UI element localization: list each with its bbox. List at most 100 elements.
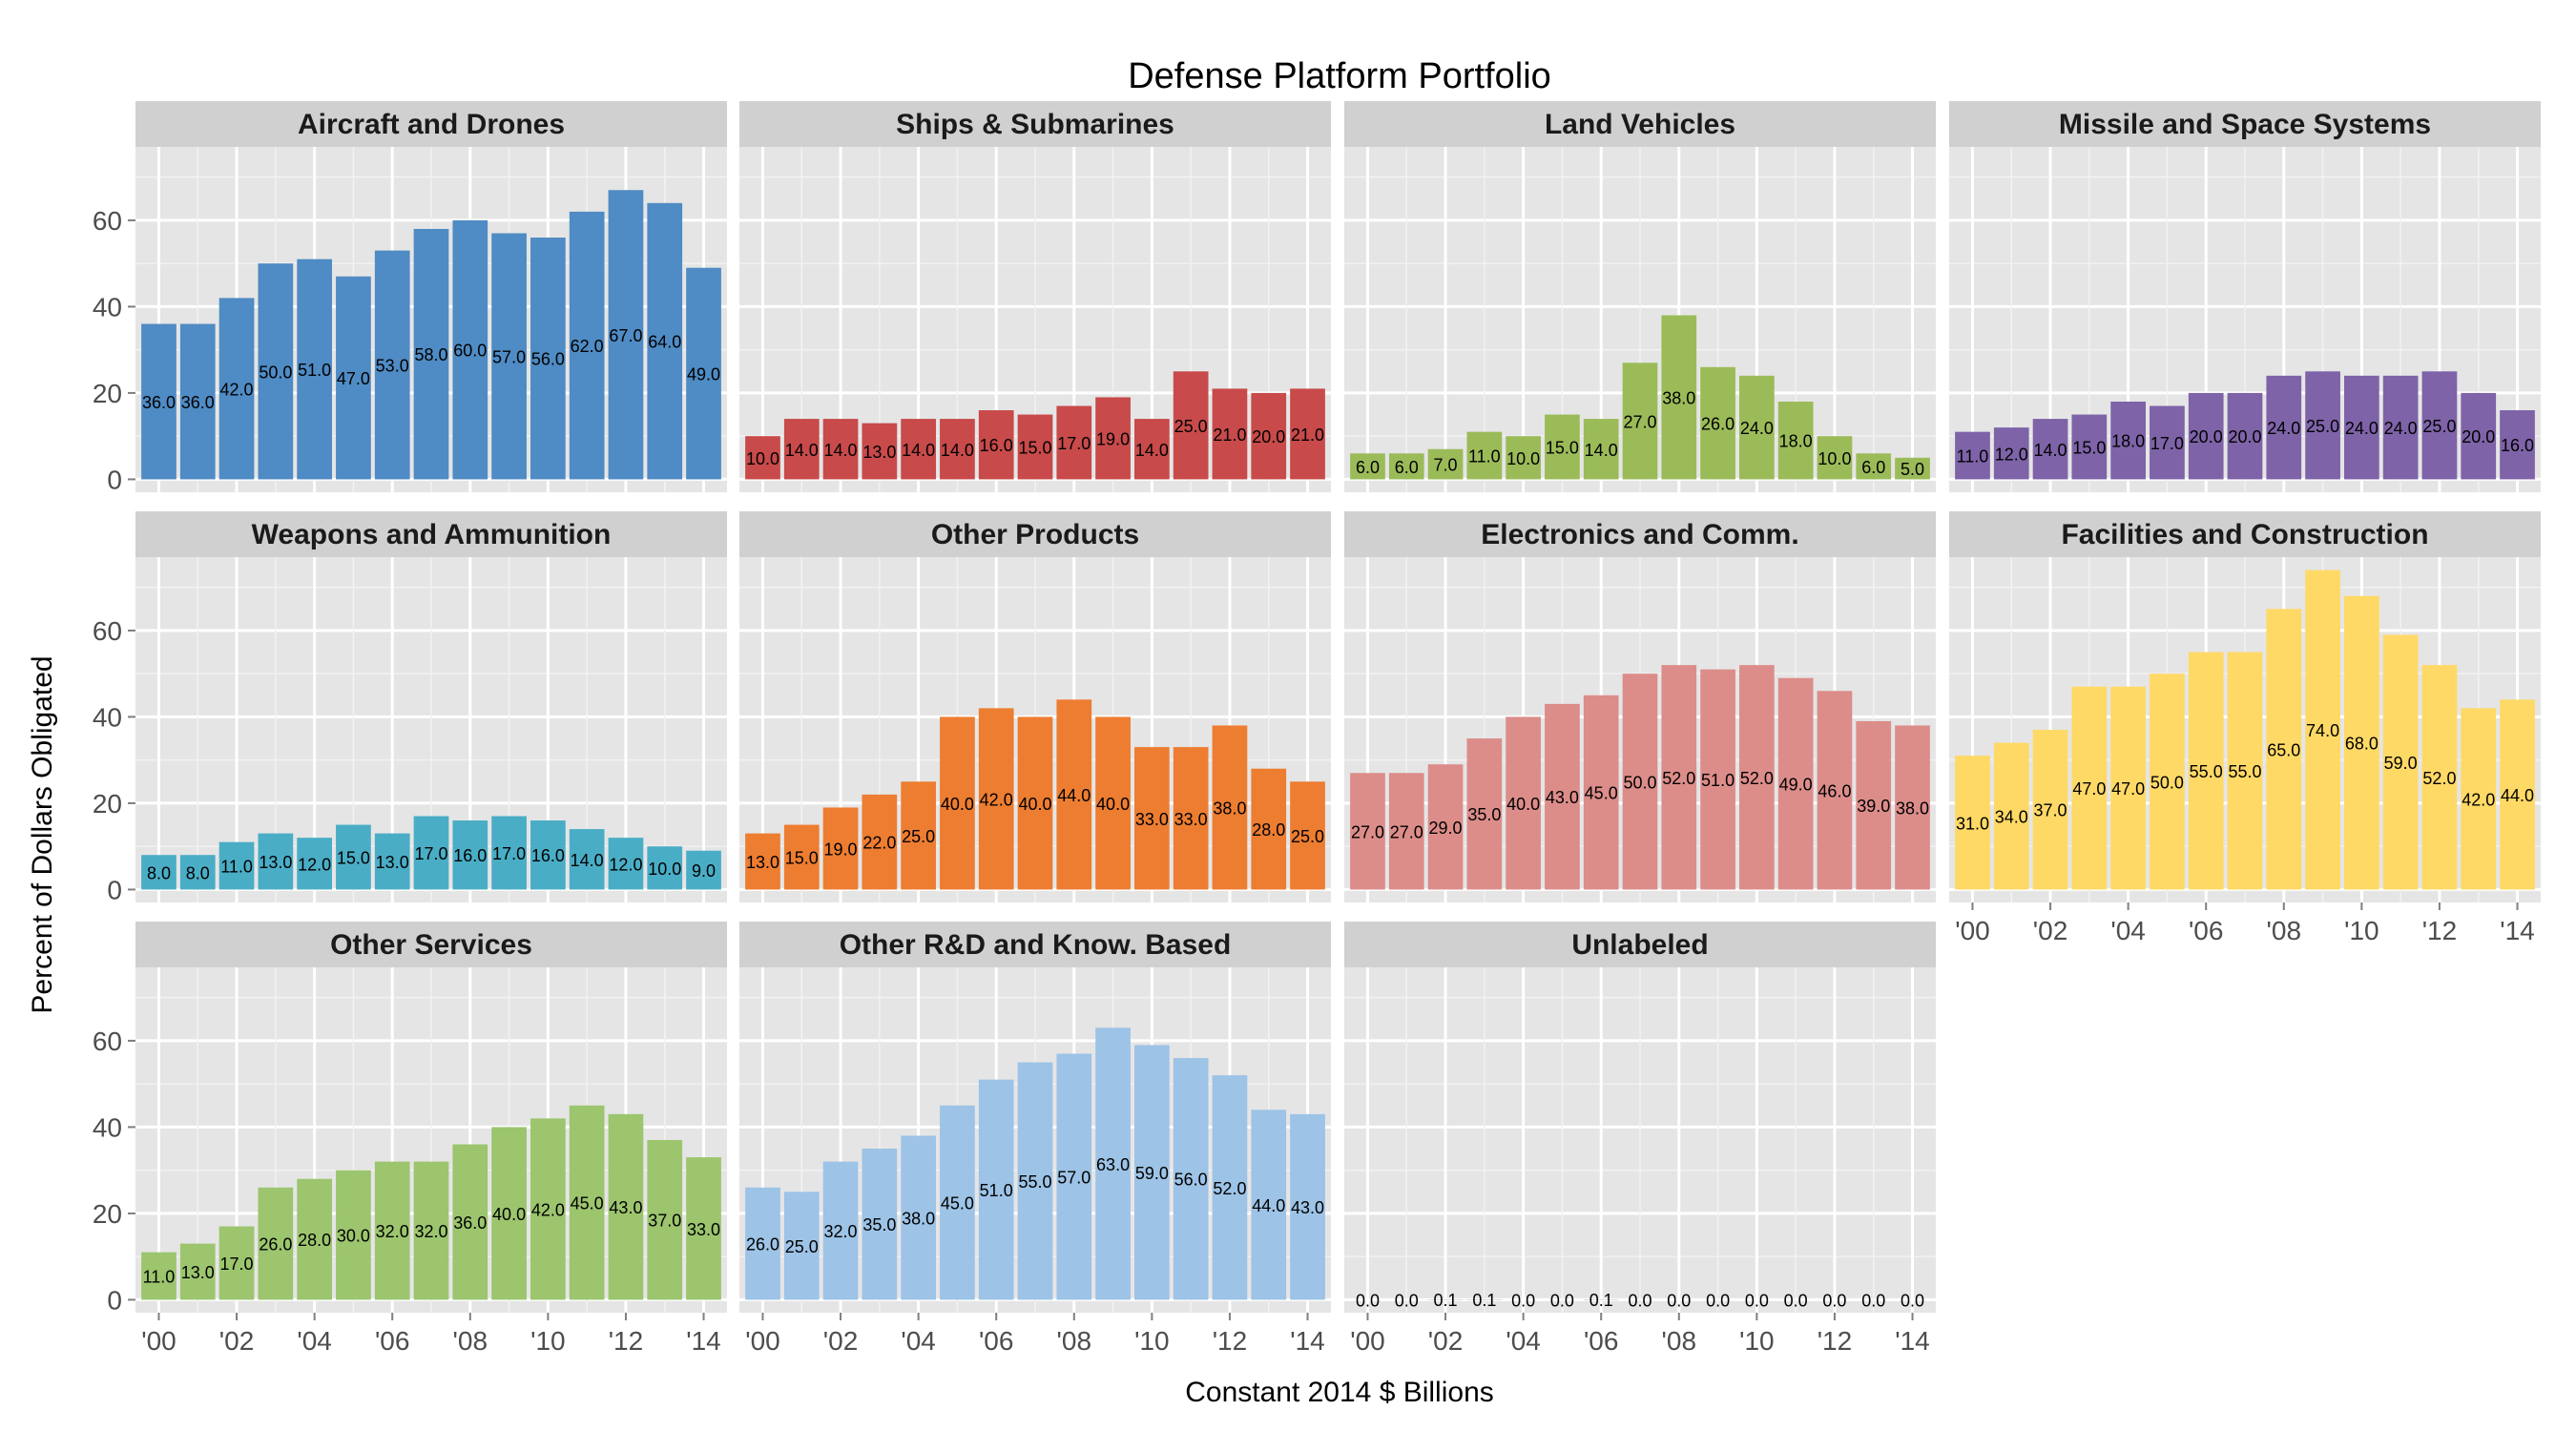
bar: [258, 1187, 294, 1300]
data-label: 67.0: [609, 326, 642, 345]
data-label: 30.0: [337, 1227, 370, 1246]
data-label: 43.0: [1291, 1198, 1324, 1217]
x-tick-label: '10: [1134, 1326, 1170, 1356]
data-label: 50.0: [1623, 773, 1656, 792]
facet-strip: [135, 511, 727, 557]
x-tick-label: '04: [1506, 1326, 1541, 1356]
data-label: 26.0: [746, 1235, 779, 1255]
bar: [1056, 699, 1092, 890]
bar: [2032, 419, 2068, 480]
data-label: 29.0: [1429, 819, 1463, 838]
facet-panel: Unlabeled 0.0 0.0 0.1 0.1 0.0 0.0 0.1 0.0 0.0 0.0 0…: [1344, 922, 1936, 1356]
bar: [1212, 725, 1248, 890]
data-label: 10.0: [648, 860, 681, 879]
data-label: 32.0: [376, 1222, 409, 1241]
facet-panel: Electronics and Comm. 27.0 27.0 29.035.0 40.…: [1344, 511, 1936, 902]
data-label: 42.0: [2462, 790, 2495, 809]
data-label: 11.0: [143, 1268, 176, 1287]
bar: [2150, 674, 2185, 890]
bar: [1739, 375, 1775, 480]
facet-strip-label: Aircraft and Drones: [298, 109, 565, 140]
data-label: 14.0: [1135, 441, 1169, 460]
y-tick-label: 60: [93, 1027, 122, 1056]
bar: [2500, 699, 2535, 890]
x-tick-label: '06: [979, 1326, 1014, 1356]
bar: [336, 276, 371, 480]
bar: [2461, 392, 2497, 480]
facet-panel: Land Vehicles 6.0 6.0 7.0 11.0 10.0 15.0 14.0 27…: [1344, 101, 1936, 492]
data-label: 0.0: [1861, 1291, 1885, 1310]
bar: [1506, 716, 1541, 890]
bar: [491, 233, 527, 480]
bar: [1661, 315, 1697, 480]
x-tick-label: '08: [1662, 1326, 1697, 1356]
bar: [530, 820, 566, 890]
bar: [2150, 405, 2185, 480]
data-label: 74.0: [2306, 721, 2339, 740]
x-tick-label: '00: [141, 1326, 177, 1356]
facet-strip: [739, 922, 1331, 967]
data-label: 32.0: [824, 1222, 858, 1241]
bar: [1017, 414, 1053, 480]
bar: [179, 855, 216, 890]
x-tick-label: '06: [2189, 916, 2224, 945]
bar: [413, 816, 449, 890]
data-label: 35.0: [1467, 805, 1501, 824]
y-tick-label: 0: [107, 1285, 122, 1315]
data-label: 55.0: [2228, 762, 2261, 781]
data-label: 8.0: [147, 863, 171, 882]
facet-strip-label: Unlabeled: [1571, 929, 1708, 961]
data-label: 16.0: [980, 436, 1013, 455]
bar: [297, 1178, 332, 1300]
data-label: 50.0: [259, 363, 292, 382]
bar: [608, 838, 644, 890]
bar: [2188, 392, 2224, 480]
x-tick-label: '06: [1584, 1326, 1619, 1356]
bar: [901, 1135, 936, 1300]
bar: [1427, 764, 1464, 890]
bar: [1993, 742, 2029, 890]
data-label: 60.0: [453, 342, 487, 361]
bar: [862, 794, 898, 890]
bar: [1856, 720, 1892, 890]
bar: [940, 419, 975, 480]
bar: [1739, 665, 1775, 890]
data-label: 12.0: [298, 855, 331, 874]
facet-strip-label: Facilities and Construction: [2061, 519, 2428, 550]
bar: [413, 228, 449, 480]
bar: [686, 267, 721, 480]
bar: [2032, 730, 2068, 890]
bar: [1134, 747, 1170, 890]
data-label: 44.0: [1057, 786, 1091, 805]
bar: [1056, 1053, 1092, 1300]
data-label: 25.0: [902, 827, 935, 846]
bar: [1545, 703, 1580, 890]
data-label: 40.0: [1096, 795, 1130, 814]
facet-strip-label: Missile and Space Systems: [2059, 109, 2431, 140]
data-label: 33.0: [687, 1220, 720, 1239]
bar: [1955, 431, 1990, 480]
bar: [686, 1157, 721, 1300]
data-label: 25.0: [1291, 827, 1324, 846]
bar: [1290, 1113, 1325, 1300]
facet-strip: [135, 922, 727, 967]
data-label: 7.0: [1434, 456, 1458, 475]
bar: [297, 838, 332, 890]
bar: [2188, 652, 2224, 890]
data-label: 40.0: [492, 1205, 526, 1224]
bar: [2305, 371, 2340, 480]
bar: [452, 820, 488, 890]
facet-strip: [1949, 101, 2541, 147]
bar: [783, 1192, 820, 1300]
bar: [940, 716, 975, 890]
bar: [1134, 1045, 1170, 1300]
bar: [218, 298, 255, 480]
bar: [1251, 1110, 1287, 1300]
data-label: 0.1: [1589, 1291, 1613, 1310]
y-tick-label: 20: [93, 1199, 122, 1229]
data-label: 17.0: [2150, 434, 2184, 453]
data-label: 42.0: [531, 1200, 565, 1219]
data-label: 16.0: [453, 846, 487, 865]
facet-panel: Aircraft and Drones 36.0 36.0 42.0 50.0 51.0 4…: [93, 101, 727, 494]
facet-strip-label: Other Services: [330, 929, 532, 961]
